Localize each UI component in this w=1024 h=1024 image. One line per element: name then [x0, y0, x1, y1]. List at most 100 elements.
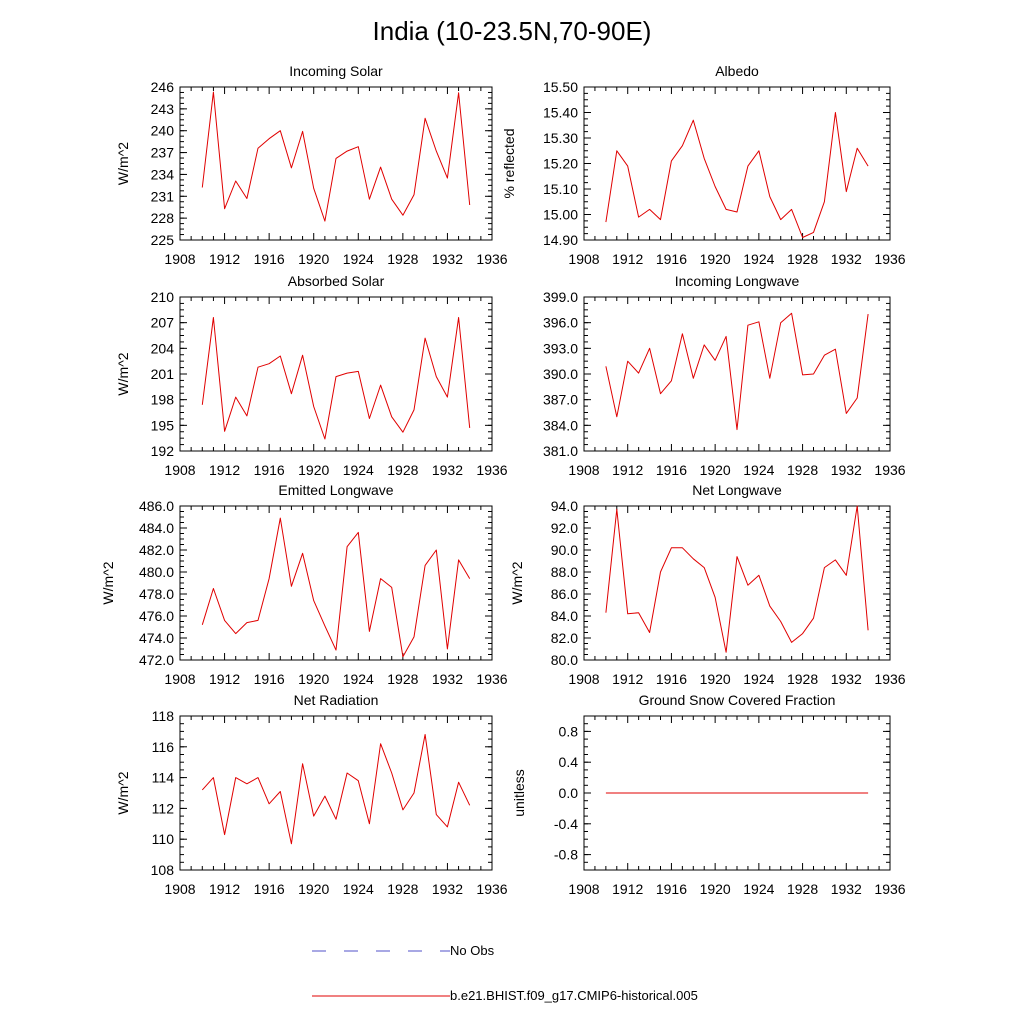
x-tick-label: 1928: [387, 251, 418, 267]
x-tick-label: 1936: [874, 251, 905, 267]
chart-panel-3: 1908 1912 1916 1920 1924 1928 1932 1936 192 195 19…: [115, 273, 508, 478]
x-tick-label: 1908: [164, 881, 195, 897]
x-tick-label: 1912: [612, 671, 643, 687]
chart-panel-1: 1908 1912 1916 1920 1924 1928 1932 1936 225 228 23…: [115, 63, 508, 267]
plot-frame: [583, 86, 891, 241]
series-line: [605, 312, 869, 431]
y-tick-label: 234: [151, 166, 175, 182]
x-tick-label: 1908: [568, 251, 599, 267]
plot-frame: [179, 86, 493, 241]
x-tick-label: 1920: [700, 881, 731, 897]
y-axis-title: % reflected: [501, 128, 517, 198]
x-tick-label: 1932: [831, 881, 862, 897]
x-tick-label: 1908: [164, 251, 195, 267]
x-tick-label: 1932: [432, 251, 463, 267]
x-tick-label: 1912: [209, 462, 240, 478]
x-tick-label: 1936: [476, 462, 507, 478]
y-axis-title: W/m^2: [115, 352, 131, 395]
y-tick-label: 0.4: [559, 754, 579, 770]
y-tick-label: 195: [151, 417, 175, 433]
x-tick-label: 1916: [656, 881, 687, 897]
series-line: [201, 734, 471, 845]
x-tick-label: 1932: [831, 251, 862, 267]
y-axis-title: W/m^2: [100, 561, 116, 604]
y-tick-label: 387.0: [543, 392, 578, 408]
y-tick-label: 15.20: [543, 156, 578, 172]
x-tick-label: 1920: [298, 251, 329, 267]
x-tick-label: 1932: [831, 462, 862, 478]
y-tick-label: 246: [151, 79, 175, 95]
y-tick-label: 390.0: [543, 366, 578, 382]
y-tick-label: 84.0: [551, 608, 578, 624]
legend-item-obs: No Obs: [312, 941, 712, 961]
x-tick-label: 1924: [743, 462, 774, 478]
x-tick-label: 1936: [874, 462, 905, 478]
y-tick-label: 474.0: [139, 630, 174, 646]
x-tick-label: 1912: [209, 671, 240, 687]
x-tick-label: 1908: [568, 671, 599, 687]
x-tick-label: 1936: [476, 251, 507, 267]
series-line: [201, 517, 471, 658]
x-tick-label: 1908: [568, 462, 599, 478]
x-tick-label: 1932: [432, 881, 463, 897]
x-tick-label: 1936: [874, 671, 905, 687]
y-tick-label: -0.8: [554, 847, 578, 863]
chart-panel-5: 1908 1912 1916 1920 1924 1928 1932 1936 472.0 474…: [100, 482, 508, 687]
x-tick-label: 1928: [387, 462, 418, 478]
x-tick-label: 1912: [209, 881, 240, 897]
x-tick-label: 1916: [254, 462, 285, 478]
y-tick-label: 396.0: [543, 315, 578, 331]
y-tick-label: 0.8: [559, 723, 579, 739]
x-tick-label: 1936: [476, 671, 507, 687]
legend-solid-line: [312, 995, 450, 997]
y-tick-label: 90.0: [551, 542, 578, 558]
plot-frame: [179, 715, 493, 871]
chart-panel-2: 1908 1912 1916 1920 1924 1928 1932 1936 14.90 15.…: [501, 63, 906, 267]
x-tick-label: 1916: [656, 671, 687, 687]
chart-panel-8: 1908 1912 1916 1920 1924 1928 1932 1936 -0.8 -0.4…: [511, 692, 906, 897]
series-line: [605, 112, 869, 238]
y-tick-label: 484.0: [139, 520, 174, 536]
y-axis-title: W/m^2: [115, 771, 131, 814]
y-tick-label: 480.0: [139, 564, 174, 580]
x-tick-label: 1920: [700, 671, 731, 687]
x-tick-label: 1924: [343, 462, 374, 478]
y-tick-label: 110: [152, 831, 175, 847]
plot-frame: [179, 505, 493, 661]
y-tick-label: 108: [151, 862, 175, 878]
x-tick-label: 1916: [254, 881, 285, 897]
y-tick-label: 384.0: [543, 417, 578, 433]
y-tick-label: 92.0: [551, 520, 578, 536]
x-tick-label: 1908: [164, 671, 195, 687]
x-tick-label: 1936: [476, 881, 507, 897]
y-tick-label: 207: [151, 315, 175, 331]
x-tick-label: 1920: [700, 462, 731, 478]
y-tick-label: 243: [151, 101, 175, 117]
y-tick-label: 399.0: [543, 289, 578, 305]
panel-title: Absorbed Solar: [288, 273, 385, 289]
series-line: [201, 91, 471, 222]
y-tick-label: 15.10: [543, 181, 578, 197]
y-tick-label: 192: [151, 443, 175, 459]
y-tick-label: 204: [151, 340, 175, 356]
y-tick-label: 118: [152, 708, 175, 724]
x-tick-label: 1916: [656, 462, 687, 478]
plot-frame: [583, 505, 891, 661]
y-tick-label: 201: [151, 366, 175, 382]
y-tick-label: 88.0: [551, 564, 578, 580]
x-tick-label: 1916: [656, 251, 687, 267]
y-tick-label: 482.0: [139, 542, 174, 558]
x-tick-label: 1928: [787, 462, 818, 478]
panel-title: Incoming Longwave: [675, 273, 800, 289]
y-axis-title: W/m^2: [509, 561, 525, 604]
chart-panel-4: 1908 1912 1916 1920 1924 1928 1932 1936 381.0 384…: [543, 273, 906, 478]
y-axis-title: W/m^2: [115, 142, 131, 185]
y-tick-label: 15.50: [543, 79, 578, 95]
y-tick-label: 14.90: [543, 232, 578, 248]
plot-frame: [179, 296, 493, 452]
x-tick-label: 1924: [743, 881, 774, 897]
x-tick-label: 1924: [343, 881, 374, 897]
panel-title: Incoming Solar: [289, 63, 383, 79]
y-tick-label: 210: [151, 289, 175, 305]
